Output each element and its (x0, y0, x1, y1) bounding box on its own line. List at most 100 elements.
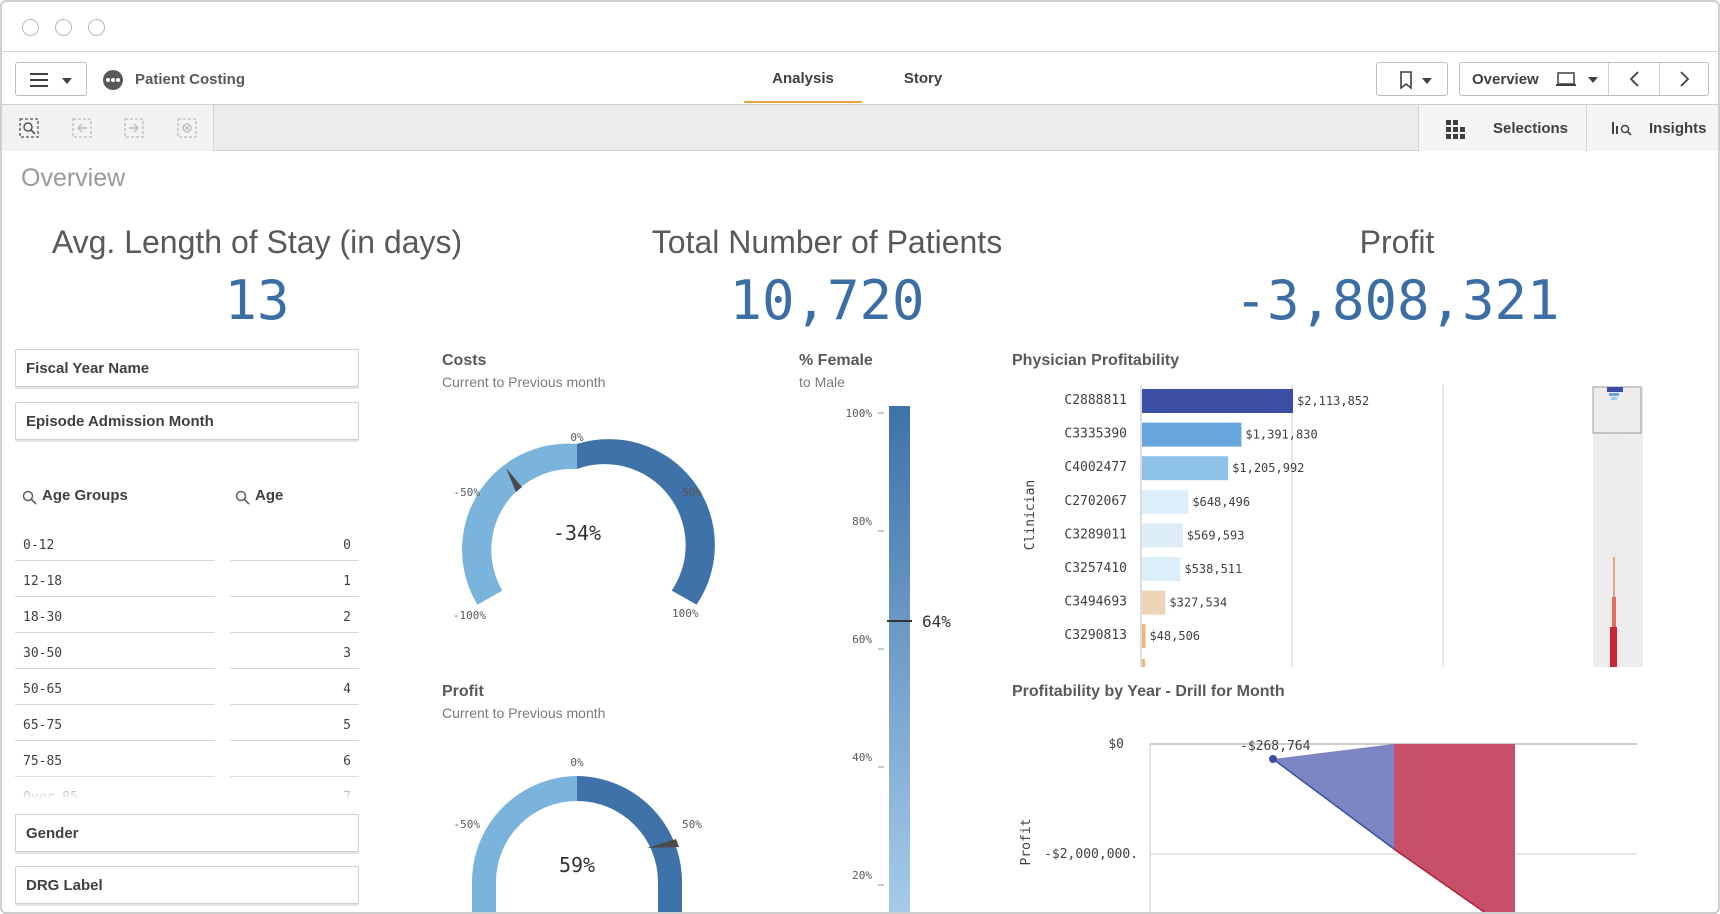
age-group-item-label: 65-75 (23, 718, 63, 733)
filter-episode-month[interactable]: Episode Admission Month (15, 402, 359, 440)
next-sheet-button[interactable] (1659, 63, 1708, 95)
physician-category-label: C2888811 (1064, 393, 1127, 408)
tab-analysis[interactable]: Analysis (744, 53, 862, 103)
physician-profitability-chart[interactable]: Clinician C2888811 $2,113,852 C3335390 $1,3… (1012, 377, 1652, 667)
age-item[interactable]: 4 (230, 670, 359, 705)
age-item[interactable]: 1 (230, 562, 359, 597)
costs-gauge-value: -34% (553, 521, 601, 545)
age-item[interactable]: 5 (230, 706, 359, 741)
selections-button[interactable]: Selections (1418, 105, 1586, 151)
age-group-item[interactable]: 18-30 (15, 598, 215, 633)
age-item-label: 4 (343, 682, 351, 697)
previous-sheet-button[interactable] (1608, 63, 1659, 95)
costs-tick-0: 0% (570, 431, 584, 444)
listbox-age-title: Age (255, 487, 284, 504)
profit-gauge[interactable]: 0% -50% 50% 59% (432, 746, 722, 914)
filter-drg[interactable]: DRG Label (15, 866, 359, 904)
profitability-by-year-chart[interactable]: Profit $0 -$2,000,000. -$268,764 (1012, 722, 1652, 914)
costs-tick-neg50: -50% (454, 486, 481, 499)
age-group-item[interactable]: 50-65 (15, 670, 215, 705)
costs-tick-100: 100% (672, 607, 699, 620)
profit-year-annotation: -$268,764 (1240, 739, 1311, 754)
female-tick-60: 60% (852, 633, 872, 646)
female-tick-20: 20% (852, 869, 872, 882)
age-item-label: 5 (343, 718, 351, 733)
physician-bar-value: $48,506 (1149, 629, 1200, 643)
bookmark-icon (1400, 71, 1432, 90)
insights-button[interactable]: Insights (1586, 105, 1718, 151)
profit-year-chart-title: Profitability by Year - Drill for Month (1012, 683, 1285, 700)
female-bullet-chart[interactable]: 100% 80% 60% 40% 20% 64% (832, 400, 962, 914)
age-item[interactable]: 3 (230, 634, 359, 669)
window-minimize-dot[interactable] (55, 19, 72, 36)
age-item-label: 1 (343, 574, 351, 589)
age-item-label: 2 (343, 610, 351, 625)
chevron-left-icon (1629, 71, 1639, 87)
search-icon[interactable] (235, 490, 251, 506)
age-group-item[interactable]: 12-18 (15, 562, 215, 597)
age-group-item-label: 0-12 (23, 538, 55, 553)
age-group-item-label: 18-30 (23, 610, 63, 625)
kpi-profit-value: -3,808,321 (1234, 269, 1560, 332)
physician-bar[interactable] (1142, 456, 1229, 481)
physician-bar-value: $2,113,852 (1297, 394, 1369, 408)
physician-bar[interactable] (1142, 557, 1181, 581)
listbox-fade (15, 774, 359, 800)
physician-bar[interactable] (1142, 624, 1146, 649)
costs-gauge-title: Costs (442, 352, 487, 369)
age-item[interactable]: 2 (230, 598, 359, 633)
tab-story[interactable]: Story (864, 53, 982, 103)
age-group-item[interactable]: 75-85 (15, 742, 215, 777)
female-tick-80: 80% (852, 515, 872, 528)
female-tick-100: 100% (846, 407, 873, 420)
top-nav-bar: Patient Costing Analysis Story Overview (2, 53, 1718, 105)
filter-gender[interactable]: Gender (15, 814, 359, 852)
window-maximize-dot[interactable] (88, 19, 105, 36)
age-item-label: 0 (343, 538, 351, 553)
bookmarks-button[interactable] (1376, 62, 1448, 96)
filter-fiscal-year-label: Fiscal Year Name (26, 360, 150, 377)
physician-bar-partial (1142, 659, 1145, 667)
age-group-item[interactable]: 30-50 (15, 634, 215, 669)
step-forward-icon[interactable] (124, 118, 144, 138)
physician-minichart[interactable] (1593, 387, 1643, 667)
insights-label: Insights (1649, 120, 1707, 137)
search-icon[interactable] (22, 490, 38, 506)
physician-bar[interactable] (1142, 590, 1166, 615)
physician-category-label: C3335390 (1064, 427, 1127, 442)
physician-bar[interactable] (1142, 523, 1183, 548)
physician-category-label: C4002477 (1064, 460, 1127, 475)
physician-bar-value: $1,391,830 (1245, 428, 1317, 442)
physician-bar[interactable] (1142, 389, 1293, 413)
kpi-patients-value: 10,720 (729, 269, 925, 332)
age-group-item[interactable]: 0-12 (15, 526, 215, 561)
age-item[interactable]: 0 (230, 526, 359, 561)
physician-bar-value: $538,511 (1184, 562, 1242, 576)
tab-story-label: Story (903, 70, 943, 87)
sheets-icon (1556, 72, 1598, 86)
step-back-icon[interactable] (72, 118, 92, 138)
sheet-navigator: Overview (1459, 62, 1709, 96)
age-item-label: 3 (343, 646, 351, 661)
tab-analysis-label: Analysis (772, 70, 834, 87)
age-item[interactable]: 6 (230, 742, 359, 777)
costs-gauge[interactable]: 0% -50% 50% -100% 100% -34% (432, 414, 722, 634)
selections-grid-icon (1446, 120, 1465, 139)
app-icon (103, 70, 123, 90)
clear-selections-icon[interactable] (177, 118, 197, 138)
physician-bar[interactable] (1142, 422, 1242, 447)
filter-fiscal-year[interactable]: Fiscal Year Name (15, 349, 359, 387)
profit-year-point[interactable] (1269, 755, 1277, 763)
sheet-selector-button[interactable]: Overview (1460, 63, 1608, 95)
global-menu-button[interactable] (15, 62, 87, 96)
profit-year-tick-0: $0 (1108, 737, 1124, 752)
smart-search-icon[interactable] (19, 118, 39, 138)
age-group-item[interactable]: 65-75 (15, 706, 215, 741)
window-close-dot[interactable] (22, 19, 39, 36)
selection-toolbar: Selections Insights (2, 105, 1718, 151)
physician-bar[interactable] (1142, 489, 1189, 514)
window-titlebar (2, 2, 1718, 52)
listbox-age-groups-title: Age Groups (42, 487, 128, 504)
app-title: Patient Costing (135, 71, 246, 88)
